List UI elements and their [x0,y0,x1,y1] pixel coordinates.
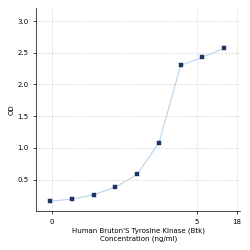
Y-axis label: OD: OD [8,104,14,115]
X-axis label: Human Bruton'S Tyrosine Kinase (Btk)
Concentration (ng/ml): Human Bruton'S Tyrosine Kinase (Btk) Con… [72,228,205,242]
